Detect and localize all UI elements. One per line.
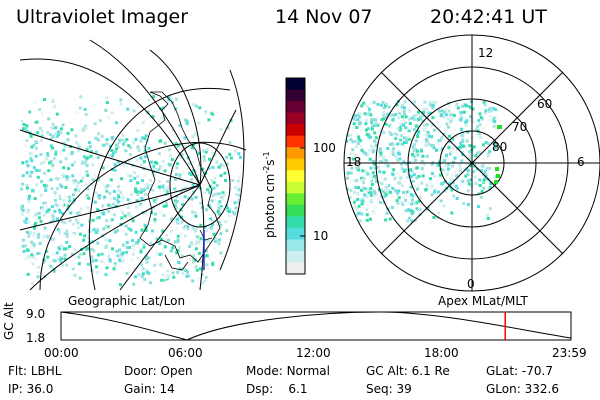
mlt-label-0: 0 bbox=[467, 277, 475, 291]
colorbar-cell bbox=[286, 158, 305, 171]
ip-info: IP: 36.0 bbox=[8, 382, 54, 396]
time-display: 20:42:41 UT bbox=[430, 6, 547, 28]
colorbar-tick-10: 10 bbox=[313, 229, 329, 243]
colorbar-cell bbox=[286, 78, 305, 91]
mlt-label-18: 18 bbox=[346, 155, 362, 169]
colorbar-cell bbox=[286, 112, 305, 125]
lat-label-80: 80 bbox=[492, 140, 508, 154]
colorbar-cell bbox=[286, 227, 305, 240]
colorbar-cell bbox=[286, 181, 305, 194]
mlt-label-6: 6 bbox=[577, 155, 585, 169]
timeline-xtick-1200: 12:00 bbox=[296, 346, 331, 360]
door-info: Door: Open bbox=[124, 364, 193, 378]
gain-info: Gain: 14 bbox=[124, 382, 175, 396]
colorbar-cell bbox=[286, 124, 305, 137]
date-display: 14 Nov 07 bbox=[275, 6, 373, 28]
timeline-xtick-1800: 18:00 bbox=[424, 346, 459, 360]
mode-info: Mode: Normal bbox=[246, 364, 330, 378]
polar-plot bbox=[343, 34, 600, 292]
glat-info: GLat: -70.7 bbox=[486, 364, 553, 378]
timeline-xtick-2359: 23:59 bbox=[552, 346, 587, 360]
timeline-xtick-0600: 06:00 bbox=[168, 346, 203, 360]
colorbar-unit-label: photon cm-2s-1 bbox=[262, 151, 277, 238]
mlt-label-12: 12 bbox=[478, 46, 494, 60]
timeline-xtick-0000: 00:00 bbox=[44, 346, 79, 360]
filter-info: Flt: LBHL bbox=[8, 364, 62, 378]
glon-info: GLon: 332.6 bbox=[486, 382, 559, 396]
colorbar-cell bbox=[286, 216, 305, 229]
lat-label-70: 70 bbox=[512, 120, 528, 134]
colorbar-cell bbox=[286, 239, 305, 252]
color-scale-bar bbox=[285, 77, 306, 275]
polar-caption: Apex MLat/MLT bbox=[438, 294, 528, 308]
colorbar-cell bbox=[286, 204, 305, 217]
colorbar-cell bbox=[286, 250, 305, 263]
timeline-ytick-9: 9.0 bbox=[26, 307, 46, 321]
colorbar-cell bbox=[286, 147, 305, 160]
geo-caption: Geographic Lat/Lon bbox=[68, 294, 186, 308]
timeline-ytick-1-8: 1.8 bbox=[26, 331, 46, 345]
geographic-map bbox=[19, 39, 247, 291]
colorbar-cell bbox=[286, 135, 305, 148]
seq-info: Seq: 39 bbox=[366, 382, 412, 396]
timeline-y-label: GC Alt bbox=[2, 302, 16, 340]
colorbar-cell bbox=[286, 101, 305, 114]
app-title: Ultraviolet Imager bbox=[16, 6, 189, 28]
gc-alt-info: GC Alt: 6.1 Re bbox=[366, 364, 450, 378]
colorbar-tick-100: 100 bbox=[313, 141, 336, 155]
altitude-timeline bbox=[60, 311, 572, 341]
lat-label-60: 60 bbox=[537, 97, 553, 111]
colorbar-cell bbox=[286, 262, 305, 275]
dsp-info: Dsp: 6.1 bbox=[246, 382, 308, 396]
colorbar-cell bbox=[286, 193, 305, 206]
colorbar-cell bbox=[286, 89, 305, 102]
colorbar-cell bbox=[286, 170, 305, 183]
